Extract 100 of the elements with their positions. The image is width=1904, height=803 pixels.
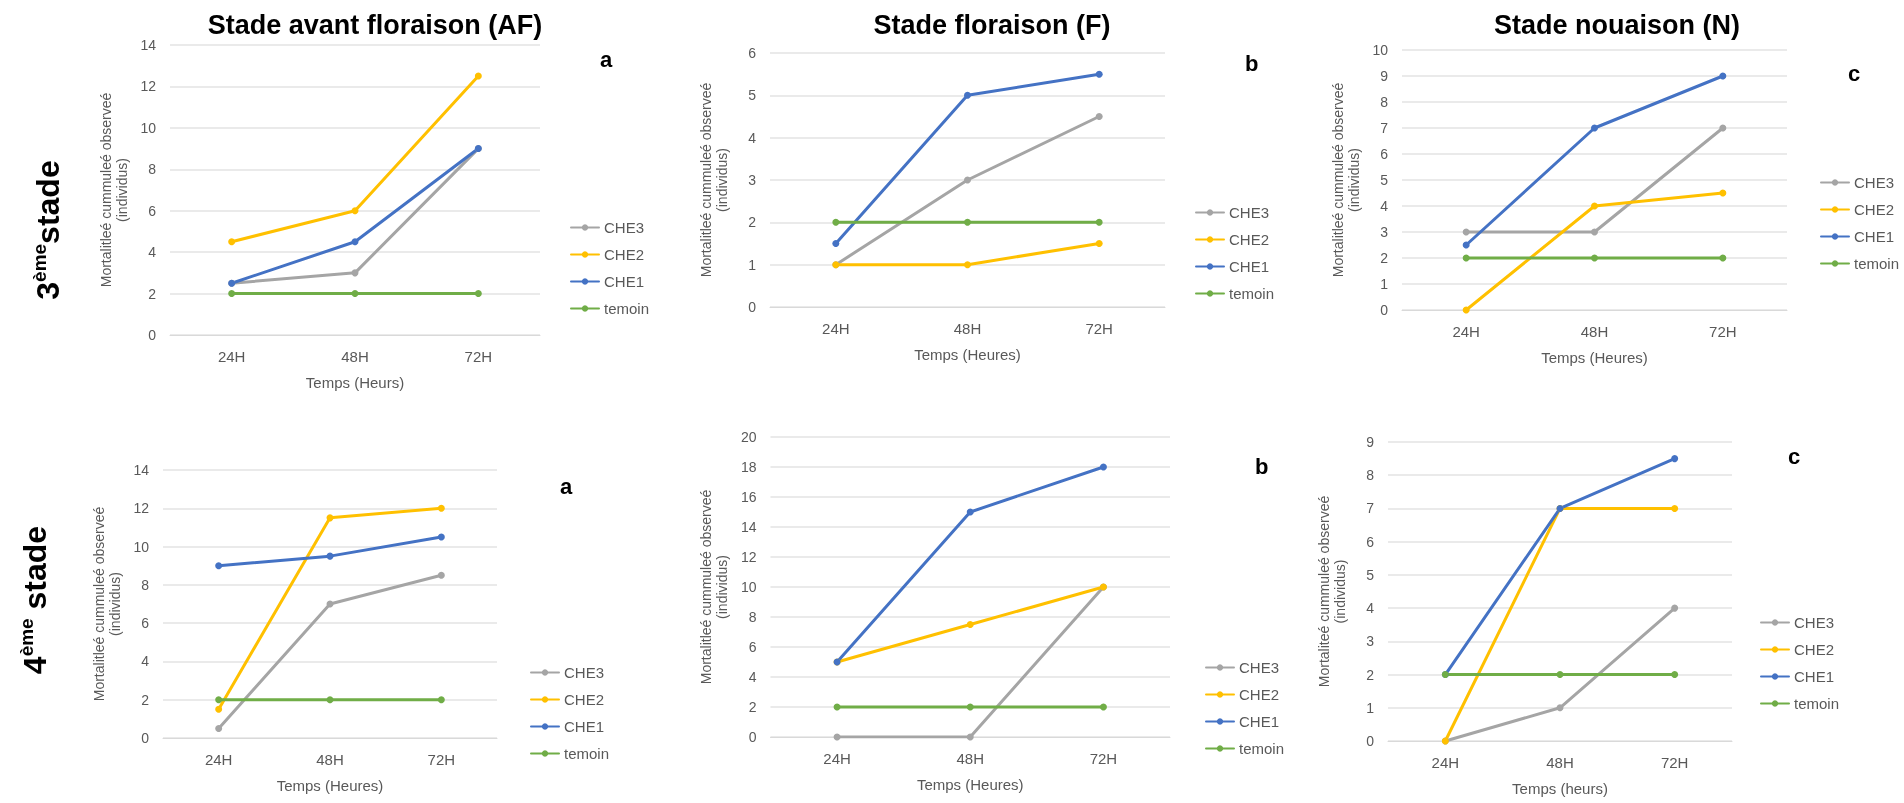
x-tick-label: 24H [217, 348, 246, 365]
y-tick-label: 2 [748, 699, 757, 715]
x-tick-label: 24H [823, 750, 851, 767]
point [1671, 604, 1679, 612]
y-tick-label: 0 [748, 299, 757, 315]
y-tick-label: 4 [748, 669, 757, 685]
point [351, 207, 359, 215]
y-axis-title: Mortalitleé cummuleé observeé (individus) [698, 82, 730, 278]
y-tick-label: 6 [1366, 533, 1375, 550]
point [1099, 703, 1107, 711]
text: c [1848, 60, 1861, 86]
legend-label: CHE3 [604, 219, 645, 236]
y-tick-label: 10 [133, 538, 150, 555]
text: b [1245, 50, 1259, 76]
point [326, 696, 334, 704]
point [1671, 504, 1679, 512]
legend-label: temoin [564, 745, 610, 762]
x-axis-title: Temps (Heures) [914, 346, 1021, 363]
point [966, 703, 974, 711]
y-axis-title: Mortalitleé cummuleé observeé (individus) [97, 92, 130, 288]
y-tick-label: 0 [1380, 302, 1389, 318]
y-tick-label: 16 [740, 489, 757, 505]
x-tick-label: 48H [1546, 754, 1574, 771]
x-axis-title: Temps (heurs) [1512, 780, 1608, 797]
point [474, 72, 482, 80]
point [1556, 671, 1564, 679]
y-tick-label: 4 [1380, 198, 1389, 214]
y-tick-label: 10 [740, 579, 757, 595]
y-tick-label: 6 [1380, 146, 1389, 162]
point [1095, 218, 1103, 226]
legend-label: CHE2 [1229, 231, 1270, 248]
x-tick-label: 24H [822, 320, 850, 337]
chart-title: Stade floraison (F) [873, 9, 1111, 40]
legend-label: CHE2 [604, 246, 645, 263]
legend-label: CHE3 [564, 664, 605, 681]
y-tick-label: 4 [748, 129, 757, 146]
point [437, 571, 445, 579]
x-tick-label: 72H [1085, 320, 1113, 337]
point [474, 290, 482, 298]
x-tick-label: 24H [1431, 754, 1460, 771]
x-axis-title: Temps (Heurs) [305, 374, 405, 391]
point [351, 238, 359, 246]
y-tick-label: 6 [748, 639, 757, 655]
y-tick-label: 5 [1380, 172, 1389, 188]
y-tick-label: 4 [141, 653, 150, 670]
y-tick-label: 7 [1380, 120, 1389, 136]
text: b [1255, 453, 1269, 479]
y-tick-label: 7 [1366, 500, 1375, 517]
point [832, 218, 840, 226]
y-tick-label: 4 [148, 244, 157, 261]
point [1095, 70, 1103, 78]
y-axis-title: Mortalitleé cummuleé observeé (individus) [1329, 82, 1362, 278]
y-tick-label: 0 [148, 327, 157, 343]
point [437, 696, 445, 704]
legend-label: CHE1 [1854, 228, 1895, 245]
legend-label: CHE1 [1794, 668, 1835, 685]
y-tick-label: 14 [140, 37, 157, 53]
point [966, 621, 974, 628]
point [966, 733, 974, 741]
x-tick-label: 72H [1660, 754, 1689, 771]
y-tick-label: 0 [1366, 733, 1375, 749]
point [437, 533, 445, 541]
legend-label: temoin [604, 300, 650, 317]
x-tick-label: 72H [1089, 750, 1118, 767]
point [1591, 254, 1598, 262]
point [964, 176, 971, 184]
legend-label: CHE2 [1854, 201, 1895, 218]
y-tick-label: 2 [1366, 666, 1375, 683]
x-tick-label: 72H [427, 751, 456, 768]
point [228, 290, 236, 298]
legend-label: CHE3 [1794, 614, 1835, 631]
y-tick-label: 3 [1380, 224, 1389, 240]
legend-label: temoin [1794, 695, 1840, 712]
y-tick-label: 12 [140, 78, 157, 95]
y-tick-label: 8 [748, 609, 757, 625]
point [1591, 228, 1598, 236]
point [1671, 671, 1679, 679]
y-tick-label: 1 [1380, 276, 1389, 292]
point [215, 562, 223, 570]
point [215, 696, 223, 704]
point [964, 218, 971, 226]
point [1099, 463, 1107, 471]
y-tick-label: 2 [1380, 250, 1389, 266]
y-tick-label: 8 [1380, 94, 1389, 110]
point [964, 261, 971, 269]
y-tick-label: 2 [148, 285, 157, 302]
legend-label: temoin [1229, 285, 1275, 302]
y-tick-label: 0 [141, 730, 150, 746]
text: a [600, 46, 613, 72]
point [964, 91, 971, 99]
point [966, 508, 974, 516]
legend-label: CHE1 [1229, 258, 1270, 275]
y-axis-title: Mortaliteé cummuleé observeé (individus) [1316, 495, 1348, 688]
chart-title: Stade nouaison (N) [1493, 9, 1741, 40]
y-tick-label: 1 [1366, 699, 1375, 716]
point [1671, 455, 1679, 463]
point [1591, 124, 1598, 132]
point [1095, 240, 1103, 247]
legend-label: temoin [1854, 255, 1900, 272]
legend-label: CHE2 [1794, 641, 1835, 658]
